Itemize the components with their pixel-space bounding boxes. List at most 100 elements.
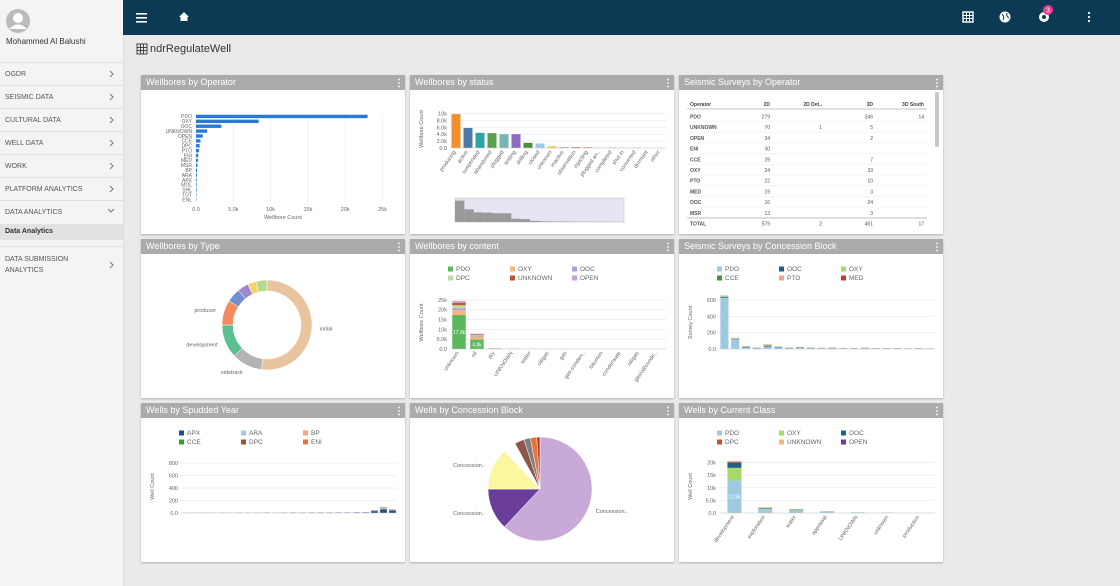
panel-menu[interactable]: [665, 241, 671, 253]
menu-item[interactable]: PLATFORM ANALYTICS: [0, 177, 123, 200]
panel: Wells by Current Class PDO OXY OOC DPC UNKNOW…: [679, 403, 943, 562]
legend-label: CCE: [725, 275, 739, 282]
x-tick-label: bitumen: [588, 351, 604, 370]
panel-menu[interactable]: [934, 405, 940, 417]
bar-segment: [752, 348, 761, 349]
menu-item[interactable]: DATA SUBMISSION ANALYTICS: [0, 246, 123, 282]
panel-title: Seismic Surveys by Concession Block: [684, 241, 837, 251]
y-axis-label: Survey Count: [688, 305, 694, 339]
bar-segment: [727, 462, 742, 463]
bar-segment: [470, 336, 484, 340]
x-tick-label: unknown: [443, 351, 461, 372]
submenu-item[interactable]: Data Analytics: [0, 224, 123, 240]
panel: Wellbores by content PDO OXY OOC DPC UNKNOWN O…: [410, 239, 674, 398]
more-button[interactable]: [1087, 11, 1091, 23]
bar-segment: [470, 334, 484, 336]
bar-segment: [452, 305, 466, 309]
x-tick-label: 15k: [303, 207, 312, 213]
home-button[interactable]: [179, 12, 189, 21]
menu-button[interactable]: [136, 13, 147, 23]
legend-swatch: [779, 275, 784, 281]
overview-bar: [492, 213, 502, 222]
y-tick-label: 800: [169, 461, 178, 467]
panel-menu[interactable]: [396, 77, 402, 89]
dot: [936, 242, 938, 245]
table-cell: 29: [764, 157, 770, 163]
menu-item[interactable]: WORK: [0, 154, 123, 177]
panel-header: Wellbores by content: [410, 239, 674, 254]
x-tick-label: exploration: [747, 515, 767, 540]
panel: Wells by Concession Block Concession.. Con…: [410, 403, 674, 562]
chevron: [109, 70, 114, 78]
bar-segment: [452, 300, 466, 303]
menu-item[interactable]: WELL DATA: [0, 131, 123, 154]
panel-menu[interactable]: [934, 77, 940, 89]
table-button[interactable]: [962, 11, 974, 23]
chevron: [109, 116, 114, 124]
x-tick-label: 20k: [341, 207, 350, 213]
value-label: 12.9k: [728, 495, 741, 501]
value-label: 17.3k: [453, 330, 466, 336]
globe-button[interactable]: [999, 11, 1011, 23]
table-cell: 22: [764, 179, 770, 185]
x-tick-label: oil: [471, 351, 479, 359]
panel-header: Wells by Spudded Year: [141, 403, 405, 418]
table-cell: PDO: [690, 115, 701, 121]
panel-menu[interactable]: [665, 405, 671, 417]
overview-bar: [548, 221, 559, 222]
panel: Seismic Surveys by Concession Block PDO OO…: [679, 239, 943, 398]
y-tick-label: 8.0k: [437, 118, 448, 124]
column-header: Operator: [690, 102, 711, 108]
slice-label: development: [186, 343, 218, 349]
bar-segment: [470, 333, 484, 335]
x-tick-label: oil/gas: [537, 351, 551, 368]
x-tick-label: dry: [487, 351, 496, 361]
table-cell: 7: [870, 157, 873, 163]
menu-label: PLATFORM ANALYTICS: [5, 186, 83, 193]
y-tick-label: MOL: [181, 183, 192, 189]
panel-title: Wellbores by status: [415, 77, 494, 87]
panel-menu[interactable]: [665, 77, 671, 89]
legend-label: DPC: [249, 439, 263, 446]
bar-segment: [452, 302, 466, 306]
table-cell: 579: [762, 222, 771, 228]
table-cell: MED: [690, 189, 702, 195]
menu-item[interactable]: CULTURAL DATA: [0, 108, 123, 131]
y-tick-label: PTO: [182, 148, 192, 154]
panel-menu[interactable]: [934, 241, 940, 253]
legend-label: UNKNOWN: [518, 275, 553, 282]
y-tick-label: 400: [707, 314, 716, 320]
dot: [667, 82, 669, 84]
legend-swatch: [779, 430, 784, 436]
bar: [487, 133, 497, 148]
x-tick-label: appraisal: [811, 515, 829, 537]
panel-menu[interactable]: [396, 241, 402, 253]
menu-item[interactable]: SEISMIC DATA: [0, 85, 123, 108]
y-axis-label: Wellbore Count: [419, 110, 425, 148]
x-axis-label: Wellbore Count: [264, 215, 302, 221]
bar-segment: [817, 348, 826, 349]
bar-segment: [850, 512, 865, 513]
dot: [936, 78, 938, 81]
bar: [196, 173, 197, 177]
settings-button[interactable]: 3: [1039, 5, 1053, 22]
legend-label: OXY: [787, 430, 801, 437]
dot: [398, 85, 400, 88]
menu-item[interactable]: OGDR: [0, 62, 123, 85]
menu-label: CULTURAL DATA: [5, 117, 61, 124]
legend-swatch: [779, 439, 784, 445]
dot: [936, 413, 938, 416]
menu-item[interactable]: DATA ANALYTICS: [0, 200, 123, 223]
bar-segment: [828, 348, 837, 349]
panel-menu[interactable]: [396, 405, 402, 417]
table-cell: PTO: [690, 179, 700, 185]
user-name: Mohammed Al Balushi: [6, 37, 86, 46]
x-tick-label: other: [650, 150, 662, 164]
bar: [583, 147, 593, 148]
chevron: [109, 185, 114, 193]
bar: [196, 119, 259, 124]
y-tick-label: 400: [169, 486, 178, 492]
overview-bar: [539, 221, 549, 222]
table-cell: 34: [764, 136, 770, 142]
